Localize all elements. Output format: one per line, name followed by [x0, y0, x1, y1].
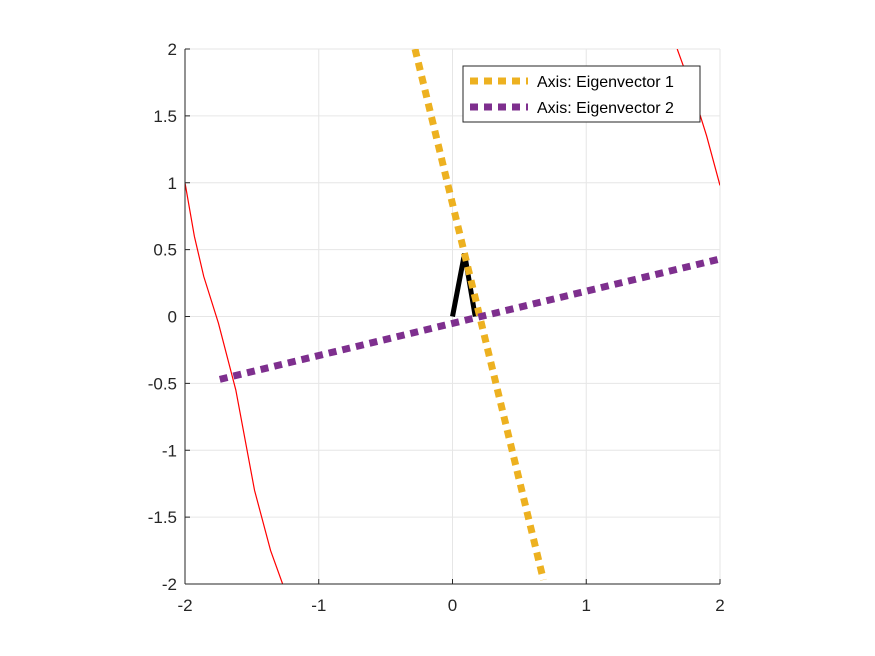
- legend-label-1: Axis: Eigenvector 1: [537, 74, 674, 91]
- y-tick-label-3: -0.5: [148, 374, 177, 393]
- y-tick-label-5: 0.5: [153, 241, 177, 260]
- y-tick-label-0: -2: [162, 575, 177, 594]
- x-tick-label-0: -2: [177, 596, 192, 615]
- axes: -2 -1 0 1 2 -2 -1.5 -1 -0.5 0 0.5 1 1.5 2: [148, 40, 725, 615]
- y-tick-label-6: 1: [168, 174, 177, 193]
- series-line-2: [218, 255, 720, 383]
- y-tick-label-8: 2: [168, 40, 177, 59]
- extra-line-1: [185, 182, 284, 584]
- legend: Axis: Eigenvector 1 Axis: Eigenvector 2: [462, 65, 701, 123]
- y-tick-label-7: 1.5: [153, 107, 177, 126]
- x-tick-label-1: -1: [311, 596, 326, 615]
- y-tick-label-4: 0: [168, 308, 177, 327]
- legend-box: [462, 65, 701, 123]
- x-tick-label-4: 2: [715, 596, 724, 615]
- legend-label-2: Axis: Eigenvector 2: [537, 100, 674, 117]
- y-tick-label-2: -1: [162, 441, 177, 460]
- x-tick-label-2: 0: [448, 596, 457, 615]
- x-tick-label-3: 1: [582, 596, 591, 615]
- y-tick-label-1: -1.5: [148, 508, 177, 527]
